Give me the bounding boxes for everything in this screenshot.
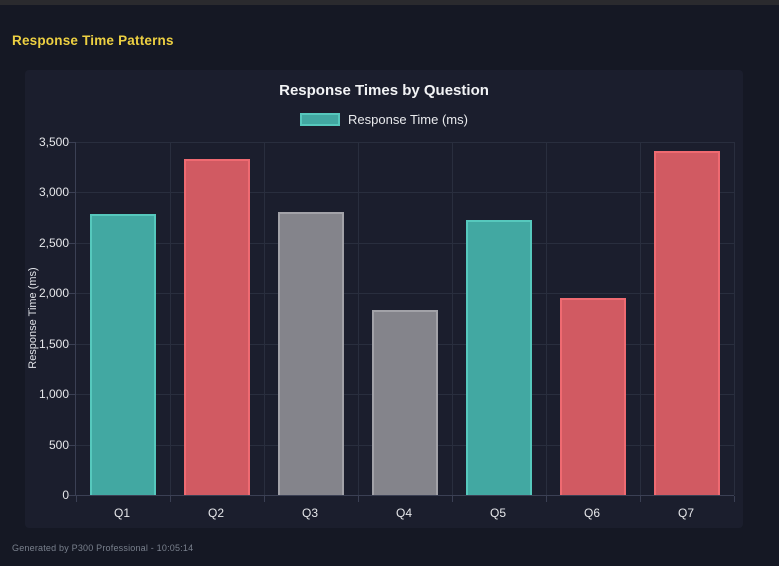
x-tick-mark <box>76 496 77 502</box>
bar-q1[interactable] <box>90 213 156 495</box>
x-gridline <box>734 142 735 495</box>
y-tick-mark <box>69 495 75 496</box>
x-tick-mark <box>734 496 735 502</box>
x-gridline <box>452 142 453 495</box>
y-tick-label: 3,000 <box>38 185 69 200</box>
legend-label[interactable]: Response Time (ms) <box>348 111 468 127</box>
y-gridline <box>76 192 734 194</box>
x-tick-label: Q3 <box>301 506 318 520</box>
y-tick-mark <box>69 343 75 345</box>
y-tick-mark <box>69 293 75 295</box>
y-tick-label: 500 <box>48 437 69 452</box>
window-top-bar <box>0 0 779 5</box>
bar-q6[interactable] <box>560 298 626 495</box>
y-tick-mark <box>69 242 75 244</box>
y-gridline <box>76 242 734 244</box>
x-tick-mark <box>264 496 265 502</box>
x-gridline <box>640 142 641 495</box>
x-tick-mark <box>546 496 547 502</box>
footer-note: Generated by P300 Professional - 10:05:1… <box>12 543 194 553</box>
x-tick-mark <box>452 496 453 502</box>
chart-panel: Response Times by Question Response Time… <box>25 70 743 528</box>
x-tick-label: Q1 <box>113 506 130 520</box>
bar-q2[interactable] <box>184 159 250 495</box>
y-tick-mark <box>69 444 75 446</box>
x-gridline <box>170 142 171 495</box>
x-tick-label: Q7 <box>677 506 694 520</box>
x-tick-mark <box>640 496 641 502</box>
bar-q3[interactable] <box>278 211 344 495</box>
chart-title: Response Times by Question <box>279 82 489 99</box>
y-tick-mark <box>69 394 75 396</box>
x-gridline <box>264 142 265 495</box>
bar-q5[interactable] <box>466 219 532 495</box>
y-gridline <box>76 293 734 295</box>
y-tick-label: 0 <box>62 488 69 502</box>
x-tick-label: Q2 <box>207 506 224 520</box>
y-tick-label: 1,500 <box>38 336 69 351</box>
x-gridline <box>546 142 547 495</box>
page-title: Response Time Patterns <box>12 33 174 48</box>
x-tick-label: Q5 <box>489 506 506 520</box>
y-axis-labels: 0 500 1,000 1,500 2,000 2,500 3,000 3,500 <box>25 135 69 502</box>
y-tick-label: 3,500 <box>38 135 69 149</box>
x-tick-mark <box>358 496 359 502</box>
x-gridline <box>358 142 359 495</box>
x-axis-labels: Q1 Q2 Q3 Q4 Q5 Q6 Q7 <box>75 495 733 525</box>
bar-q7[interactable] <box>654 151 720 495</box>
y-tick-mark <box>69 142 75 143</box>
y-tick-label: 1,000 <box>38 387 69 402</box>
plot-area <box>69 142 735 502</box>
y-tick-mark <box>69 192 75 194</box>
bar-q4[interactable] <box>372 309 438 495</box>
y-tick-label: 2,000 <box>38 286 69 301</box>
y-tick-label: 2,500 <box>38 235 69 250</box>
x-tick-label: Q4 <box>395 506 412 520</box>
y-gridline <box>76 142 734 143</box>
legend-swatch[interactable] <box>300 112 341 126</box>
x-tick-mark <box>170 496 171 502</box>
x-tick-label: Q6 <box>583 506 600 520</box>
chart-legend: Response Time (ms) <box>25 110 743 128</box>
